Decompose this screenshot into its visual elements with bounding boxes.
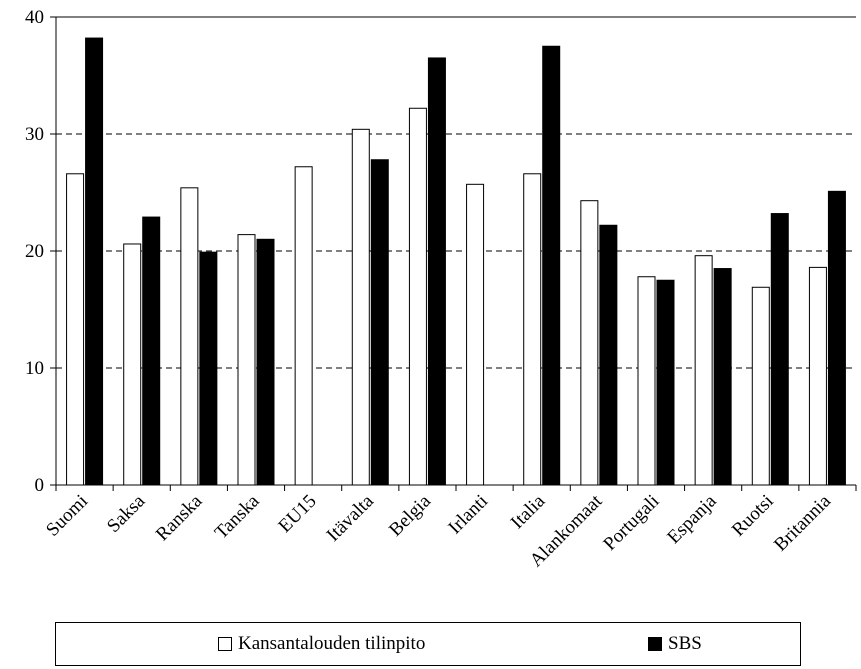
bar-kansantalous-alankomaat [580,200,599,486]
category-label: Britannia [770,490,835,555]
bar-sbs-belgia [427,57,446,486]
category-label: Ranska [152,490,207,545]
bar-kansantalous-portugali [637,276,656,486]
bar-kansantalous-itävalta [351,128,370,486]
bar-sbs-tanska [256,238,275,486]
category-label: Irlanti [444,491,492,539]
category-label: Saksa [103,490,150,537]
bar-kansantalous-ranska [180,187,199,486]
y-tick-labels: 0 10 20 30 40 [25,7,44,496]
y-tick-label: 20 [25,241,44,262]
bar-kansantalous-suomi [66,173,85,486]
category-label: Ruotsi [728,491,778,541]
category-label: Portugali [599,491,663,555]
bar-kansantalous-italia [523,173,542,486]
y-tick-label: 40 [25,7,44,28]
bar-sbs-itävalta [370,159,389,486]
category-label: Italia [507,490,550,533]
bar-sbs-saksa [142,216,161,486]
bar-kansantalous-belgia [408,107,427,486]
bar-kansantalous-irlanti [466,183,485,486]
y-tick-label: 30 [25,124,44,145]
bar-sbs-suomi [85,37,104,486]
category-labels: Suomi Saksa Ranska Tanska EU15 Itävalta Belgia… [42,490,835,571]
bars [66,37,846,486]
bar-kansantalous-ruotsi [751,286,770,486]
y-tick-label: 0 [35,475,45,496]
legend-label: SBS [668,633,702,654]
legend-item-kansantalous: Kansantalouden tilinpito [218,633,425,655]
y-tick-label: 10 [25,358,44,379]
bar-sbs-italia [542,45,561,486]
category-label: Belgia [385,490,435,540]
legend-item-sbs: SBS [648,633,702,655]
bar-sbs-ruotsi [770,213,789,486]
bar-kansantalous-britannia [808,266,827,486]
legend-swatch-black [648,637,662,651]
category-label: Espanja [663,490,721,548]
bar-sbs-ranska [199,251,218,486]
category-label: EU15 [274,491,320,537]
category-label: Suomi [42,491,92,541]
gridlines [56,133,856,369]
bar-kansantalous-saksa [123,243,142,486]
category-label: Itävalta [323,490,379,546]
bar-kansantalous-eu15 [294,166,313,486]
legend-swatch-white [218,637,232,651]
bar-sbs-alankomaat [599,224,618,486]
legend: Kansantalouden tilinpito SBS [55,622,801,666]
legend-label: Kansantalouden tilinpito [238,633,426,654]
axes [50,16,857,491]
bar-kansantalous-tanska [237,234,256,486]
bar-kansantalous-espanja [694,255,713,486]
bar-sbs-britannia [827,190,846,486]
category-label: Tanska [211,490,264,543]
bar-sbs-espanja [713,268,732,486]
bar-sbs-portugali [656,279,675,486]
